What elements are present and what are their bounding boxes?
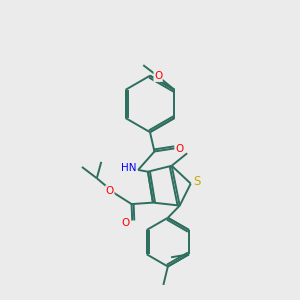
Text: O: O: [122, 218, 130, 227]
Text: S: S: [194, 175, 201, 188]
Text: O: O: [154, 71, 162, 81]
Text: O: O: [175, 143, 183, 154]
Text: HN: HN: [121, 164, 136, 173]
Text: O: O: [106, 186, 114, 196]
